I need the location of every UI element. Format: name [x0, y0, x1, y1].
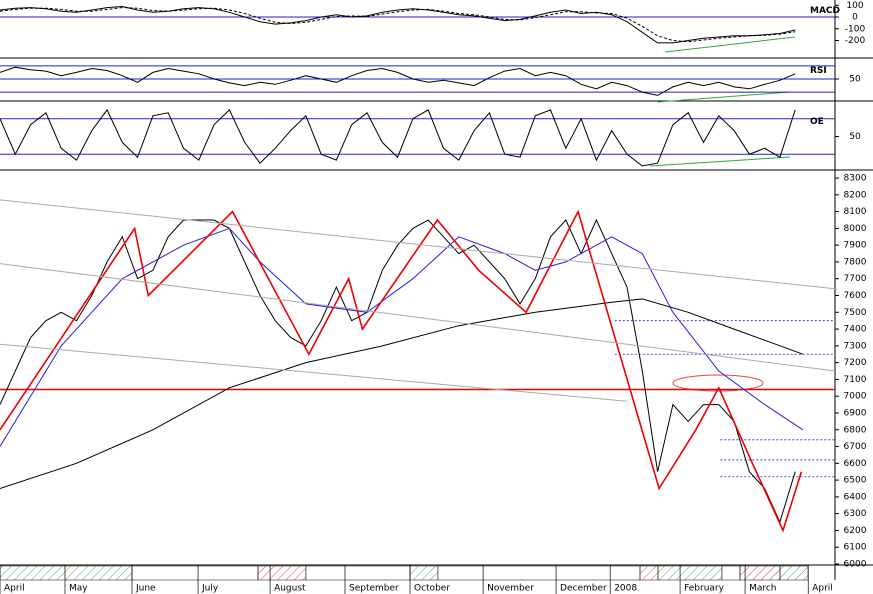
- y-tick-label: 0: [852, 13, 858, 23]
- y-tick-label: 100: [846, 1, 863, 11]
- y-tick-label: 7400: [844, 325, 867, 335]
- series-line: [0, 5, 796, 44]
- y-tick-label: 7900: [844, 241, 867, 251]
- y-tick-label: 6000: [844, 559, 867, 569]
- highlight-ellipse: [672, 374, 764, 392]
- y-tick-label: 50: [849, 132, 861, 142]
- series-line: [0, 218, 796, 524]
- time-strip: [0, 565, 809, 581]
- series-line: [0, 108, 796, 167]
- x-tick-label: July: [201, 584, 219, 594]
- series-line: [0, 263, 836, 372]
- series-line: [0, 298, 804, 489]
- x-tick-label: August: [274, 584, 306, 594]
- y-tick-label: 7600: [844, 291, 867, 301]
- panel-title: OE: [810, 117, 824, 127]
- y-tick-label: 8200: [844, 190, 867, 200]
- y-tick-label: 6800: [844, 425, 867, 435]
- x-tick-label: April: [812, 584, 833, 594]
- y-tick-label: 7500: [844, 308, 867, 318]
- y-tick-label: 6900: [844, 408, 867, 418]
- x-tick-label: May: [69, 584, 88, 594]
- y-tick-label: 8100: [844, 207, 867, 217]
- y-tick-label: 6300: [844, 509, 867, 519]
- y-tick-label: 7000: [844, 392, 867, 402]
- y-tick-label: 7800: [844, 257, 867, 267]
- series-line: [0, 209, 803, 533]
- divergence-lines: [649, 36, 796, 167]
- y-tick-label: 6400: [844, 492, 867, 502]
- x-tick-label: February: [684, 584, 725, 594]
- y-tick-label: -100: [845, 24, 866, 34]
- x-tick-label: November: [487, 584, 534, 594]
- x-tick-label: December: [560, 584, 607, 594]
- y-tick-label: 7700: [844, 274, 867, 284]
- x-tick-label: March: [749, 584, 776, 594]
- series-line: [0, 227, 804, 447]
- y-tick-label: 8300: [844, 174, 867, 184]
- x-tick-label: September: [349, 584, 399, 594]
- y-tick-label: 6600: [844, 459, 867, 469]
- series-line: [0, 199, 836, 290]
- y-tick-label: 6200: [844, 526, 867, 536]
- x-tick-label: October: [414, 584, 450, 594]
- panel-title: RSI: [810, 66, 827, 76]
- y-tick-label: 7100: [844, 375, 867, 385]
- panel-borders: [0, 0, 873, 580]
- panel-title: MACD: [810, 6, 840, 16]
- series-line: [0, 66, 796, 96]
- y-tick-label: 8000: [844, 224, 867, 234]
- y-tick-label: 50: [849, 75, 861, 85]
- y-tick-label: 7300: [844, 341, 867, 351]
- y-tick-label: 7200: [844, 358, 867, 368]
- x-tick-label: 2008: [614, 584, 637, 594]
- x-tick-label: April: [4, 584, 25, 594]
- y-tick-label: 6500: [844, 476, 867, 486]
- y-tick-label: 6100: [844, 543, 867, 553]
- y-tick-label: -200: [845, 36, 866, 46]
- series-line: [0, 7, 796, 43]
- series-line: [0, 343, 628, 402]
- x-tick-label: June: [135, 584, 156, 594]
- y-tick-label: 6700: [844, 442, 867, 452]
